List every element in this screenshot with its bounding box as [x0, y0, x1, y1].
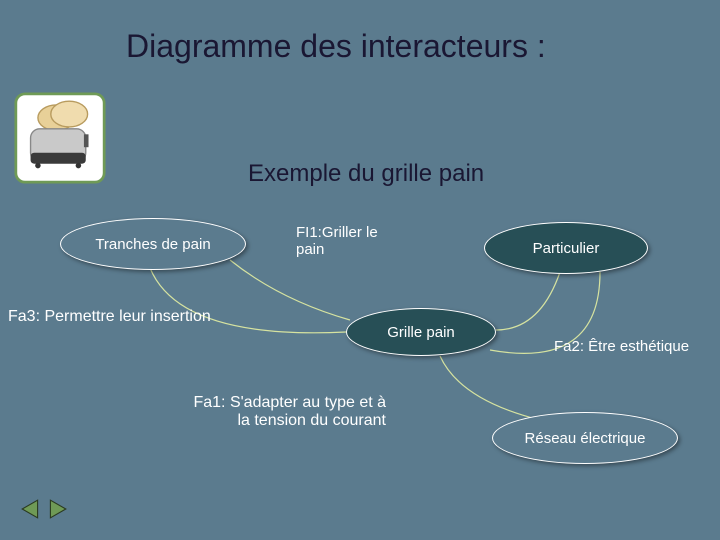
edge	[440, 356, 540, 420]
node-reseau: Réseau électrique	[492, 412, 678, 464]
label-fa3: Fa3: Permettre leur insertion	[8, 308, 211, 326]
subtitle: Exemple du grille pain	[248, 160, 484, 188]
page-title: Diagramme des interacteurs :	[126, 28, 546, 65]
edge	[496, 272, 560, 330]
label-fa1: Fa1: S'adapter au type et à la tension d…	[150, 394, 386, 430]
toaster-icon	[14, 92, 106, 184]
node-label: Tranches de pain	[87, 236, 218, 253]
edge	[230, 260, 350, 320]
label-fi1: FI1:Griller le pain	[296, 224, 378, 258]
prev-button[interactable]	[20, 498, 42, 520]
node-label: Grille pain	[379, 324, 463, 341]
node-label: Réseau électrique	[517, 430, 654, 447]
node-tranches: Tranches de pain	[60, 218, 246, 270]
node-grille: Grille pain	[346, 308, 496, 356]
nav-arrows	[20, 498, 68, 520]
node-label: Particulier	[525, 240, 608, 257]
label-fa2: Fa2: Être esthétique	[554, 338, 689, 355]
next-button[interactable]	[46, 498, 68, 520]
node-particulier: Particulier	[484, 222, 648, 274]
